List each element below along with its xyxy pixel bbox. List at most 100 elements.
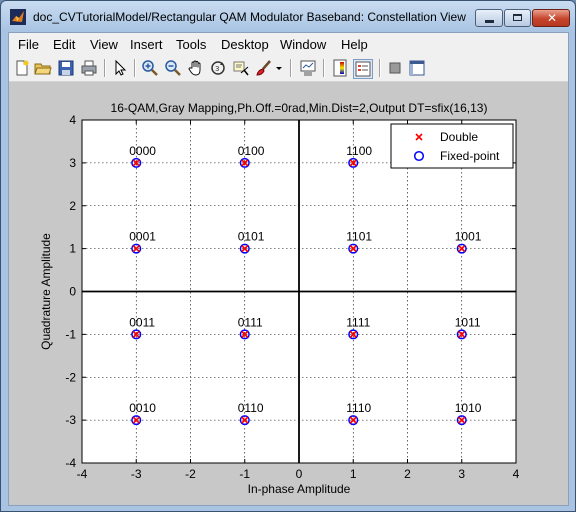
legend-box — [390, 123, 514, 169]
constellation-point: 0100 — [238, 144, 265, 168]
close-button[interactable]: ✕ — [532, 9, 570, 27]
constellation-point: 0111 — [238, 315, 263, 340]
minimize-icon — [485, 20, 494, 23]
open-folder-icon[interactable] — [34, 59, 52, 77]
svg-text:3: 3 — [215, 65, 219, 73]
x-tick-label: 2 — [404, 467, 411, 481]
menu-bar: File Edit View Insert Tools Desktop Wind… — [9, 33, 568, 55]
fixed-point-marker — [413, 150, 425, 162]
menu-window[interactable]: Window — [280, 37, 327, 52]
show-plot-tools-icon[interactable] — [408, 59, 426, 77]
point-label: 1101 — [346, 230, 372, 244]
brush-dropdown-icon[interactable] — [274, 59, 284, 77]
double-marker-stroke — [241, 245, 249, 253]
point-label: 0100 — [238, 144, 265, 158]
y-tick-label: -1 — [65, 327, 76, 341]
fixed-point-marker — [348, 243, 359, 254]
menu-tools[interactable]: Tools — [176, 37, 207, 52]
double-marker-stroke — [458, 330, 466, 338]
y-tick-label: 3 — [69, 156, 76, 170]
minimize-button[interactable] — [475, 9, 503, 27]
fixed-point-marker — [456, 243, 467, 254]
x-tick-label: -3 — [131, 467, 142, 481]
x-tick-label: -4 — [77, 467, 88, 481]
double-marker-stroke — [241, 330, 249, 338]
y-tick-label: 0 — [69, 285, 76, 299]
new-file-icon[interactable] — [13, 59, 31, 77]
point-label: 0111 — [238, 315, 263, 329]
menu-view[interactable]: View — [90, 37, 118, 52]
fixed-point-marker — [348, 415, 359, 426]
fixed-point-marker — [239, 415, 250, 426]
menu-help[interactable]: Help — [341, 37, 368, 52]
double-marker-stroke — [349, 330, 357, 338]
pan-hand-icon[interactable] — [187, 59, 205, 77]
title-bar[interactable]: doc_CVTutorialModel/Rectangular QAM Modu… — [1, 1, 575, 33]
x-tick-label: 0 — [296, 467, 303, 481]
double-marker-stroke — [349, 245, 357, 253]
y-tick-label: 1 — [69, 242, 76, 256]
constellation-point: 1100 — [346, 144, 372, 168]
point-label: 1001 — [455, 230, 482, 244]
hide-plot-tools-icon[interactable] — [386, 59, 404, 77]
double-marker-stroke — [349, 416, 357, 424]
double-marker-stroke — [415, 133, 423, 141]
y-tick-label: -4 — [65, 456, 76, 470]
figure-canvas: -4 -3 -2 -1 0 1 2 3 4 -4 -3 -2 -1 0 1 2 3 4 0000 0100 1100 1… — [9, 82, 568, 505]
toolbar: 3 — [9, 55, 568, 82]
menu-insert[interactable]: Insert — [130, 37, 163, 52]
constellation-plot: -4 -3 -2 -1 0 1 2 3 4 -4 -3 -2 -1 0 1 2 3 4 0000 0100 1100 1… — [39, 101, 520, 496]
point-label: 1111 — [346, 315, 370, 329]
legend[interactable]: Double Fixed-point — [390, 123, 514, 169]
fixed-point-marker — [239, 329, 250, 340]
zoom-out-icon[interactable] — [164, 59, 182, 77]
constellation-points: 0000010011001000000101011101100100110111… — [129, 144, 482, 426]
legend-icon[interactable] — [353, 59, 373, 79]
legend-marker-double — [415, 133, 423, 141]
toolbar-separator — [134, 59, 136, 77]
point-label: 0000 — [129, 144, 156, 158]
link-plot-icon[interactable] — [299, 59, 317, 77]
chart-title: 16-QAM,Gray Mapping,Ph.Off.=0rad,Min.Dis… — [111, 101, 488, 115]
brush-icon[interactable] — [255, 59, 273, 77]
y-axis-label: Quadrature Amplitude — [39, 233, 53, 350]
point-label: 0011 — [129, 315, 155, 329]
toolbar-separator — [104, 59, 106, 77]
zoom-in-icon[interactable] — [141, 59, 159, 77]
double-marker-stroke — [132, 416, 140, 424]
legend-label-fixed-point: Fixed-point — [440, 149, 500, 163]
menu-edit[interactable]: Edit — [53, 37, 76, 52]
constellation-point: 1001 — [455, 230, 482, 254]
x-tick-label: 4 — [513, 467, 520, 481]
save-icon[interactable] — [57, 59, 75, 77]
constellation-point: 0101 — [238, 230, 265, 254]
menu-desktop[interactable]: Desktop — [221, 37, 269, 52]
double-marker-stroke — [132, 245, 140, 253]
fixed-point-marker — [456, 415, 467, 426]
zero-axis-lines — [82, 120, 516, 463]
print-icon[interactable] — [80, 59, 98, 77]
constellation-point: 0001 — [129, 230, 156, 254]
colorbar-icon[interactable] — [331, 59, 349, 77]
legend-label-double: Double — [440, 130, 478, 144]
fixed-point-marker — [131, 329, 142, 340]
x-tick-label: 1 — [350, 467, 357, 481]
double-marker-stroke — [458, 416, 466, 424]
client-area: File Edit View Insert Tools Desktop Wind… — [8, 32, 569, 506]
constellation-point: 1110 — [346, 401, 371, 426]
constellation-point: 0011 — [129, 315, 155, 340]
maximize-button[interactable] — [504, 9, 531, 27]
double-marker-stroke — [241, 416, 249, 424]
rotate-3d-icon[interactable]: 3 — [209, 59, 227, 77]
x-tick-label: -1 — [239, 467, 250, 481]
data-cursor-icon[interactable] — [232, 59, 250, 77]
point-label: 1100 — [346, 144, 372, 158]
constellation-point: 0110 — [238, 401, 264, 426]
y-tick-label: -2 — [65, 370, 76, 384]
point-label: 0010 — [129, 401, 156, 415]
pointer-icon[interactable] — [111, 59, 129, 77]
menu-file[interactable]: File — [18, 37, 39, 52]
legend-marker-fixed-point — [413, 150, 425, 162]
constellation-point: 1101 — [346, 230, 372, 254]
